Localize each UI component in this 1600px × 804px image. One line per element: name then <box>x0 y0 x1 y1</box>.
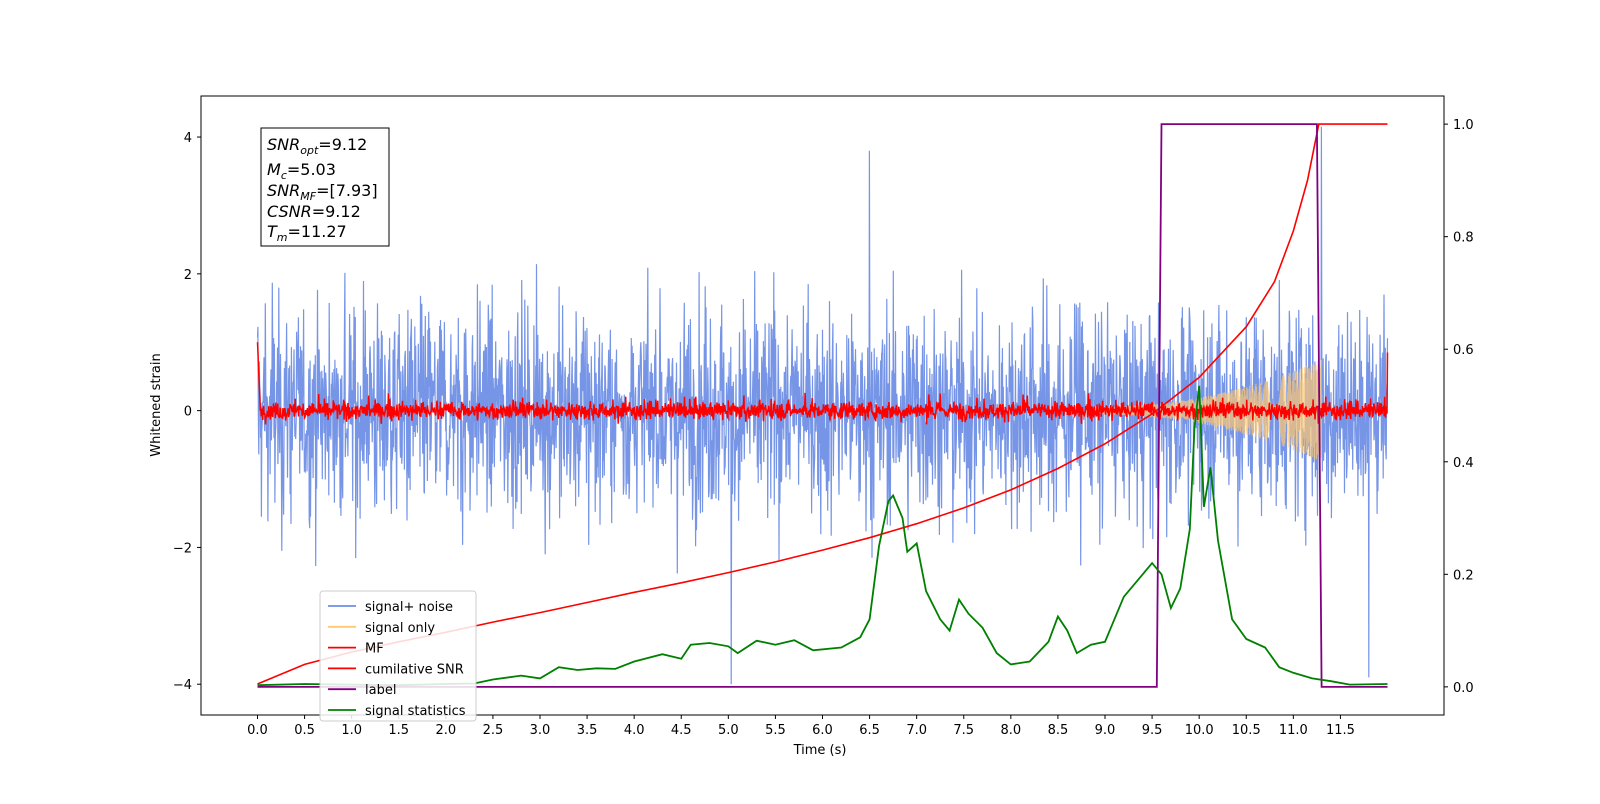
legend-label: signal+ noise <box>365 600 453 615</box>
x-tick-label: 0.5 <box>294 723 315 738</box>
y-right-tick-label: 0.8 <box>1453 231 1474 246</box>
x-tick-label: 3.0 <box>530 723 551 738</box>
x-tick-label: 4.0 <box>624 723 645 738</box>
legend-entry: cumilative SNR <box>328 662 464 677</box>
info-snr-opt: SNRopt=9.12 <box>267 135 367 157</box>
x-tick-label: 1.0 <box>341 723 362 738</box>
x-axis: 0.0 0.5 1.0 1.5 2.0 2.5 3.0 3.5 4.0 4.5 5.0 5.5 6.0 6… <box>247 715 1355 738</box>
x-tick-label: 7.5 <box>953 723 974 738</box>
y-axis-label: Whitened strain <box>149 353 164 456</box>
legend-label: label <box>365 683 396 698</box>
x-tick-label: 6.5 <box>859 723 880 738</box>
legend-entry: MF <box>328 642 384 657</box>
y-left-tick-label: 2 <box>184 268 192 283</box>
y-right-tick-label: 0.2 <box>1453 568 1474 583</box>
legend-frame <box>319 590 477 722</box>
info-tm: Tm=11.27 <box>267 222 347 244</box>
x-tick-label: 11.0 <box>1279 723 1308 738</box>
x-tick-label: 11.5 <box>1326 723 1355 738</box>
y-left-tick-label: −4 <box>173 678 192 693</box>
x-tick-label: 1.5 <box>388 723 409 738</box>
x-tick-label: 7.0 <box>906 723 927 738</box>
info-csnr: CSNR=9.12 <box>267 202 361 221</box>
info-snr-mf: SNRMF=[7.93] <box>267 181 378 203</box>
y-axis-left: 4 2 0 −2 −4 <box>173 131 201 693</box>
y-left-tick-label: −2 <box>173 541 192 556</box>
legend-entry: label <box>328 683 396 698</box>
x-axis-label: Time (s) <box>793 743 847 758</box>
series-mf <box>256 342 1389 425</box>
x-tick-label: 10.5 <box>1232 723 1261 738</box>
y-right-tick-label: 1.0 <box>1453 118 1474 133</box>
x-tick-label: 6.0 <box>812 723 833 738</box>
series-signal-statistics <box>257 385 1388 687</box>
x-tick-label: 5.0 <box>718 723 739 738</box>
x-tick-label: 0.0 <box>247 723 268 738</box>
x-tick-label: 5.5 <box>765 723 786 738</box>
info-box: SNRopt=9.12 Mc=5.03 SNRMF=[7.93] CSNR=9.… <box>260 127 390 247</box>
x-tick-label: 3.5 <box>577 723 598 738</box>
y-right-tick-label: 0.0 <box>1453 681 1474 696</box>
legend-entry: signal only <box>328 621 435 636</box>
legend-label: cumilative SNR <box>365 662 464 677</box>
legend-entry: signal statistics <box>328 704 466 719</box>
legend-label: signal only <box>365 621 435 636</box>
x-tick-label: 9.0 <box>1095 723 1116 738</box>
x-tick-label: 2.5 <box>483 723 504 738</box>
y-right-tick-label: 0.4 <box>1453 456 1474 471</box>
y-right-tick-label: 0.6 <box>1453 343 1474 358</box>
series-label <box>257 123 1388 688</box>
y-axis-right: 1.0 0.8 0.6 0.4 0.2 0.0 <box>1444 118 1474 696</box>
x-tick-label: 9.5 <box>1142 723 1163 738</box>
x-tick-label: 2.0 <box>435 723 456 738</box>
info-mc: Mc=5.03 <box>267 160 336 182</box>
legend-label: signal statistics <box>365 704 466 719</box>
y-left-tick-label: 4 <box>184 131 192 146</box>
legend: signal+ noise signal only MF cumilative SNR… <box>319 590 477 722</box>
x-tick-label: 10.0 <box>1185 723 1214 738</box>
legend-label: MF <box>365 642 384 657</box>
x-tick-label: 8.0 <box>1000 723 1021 738</box>
x-tick-label: 8.5 <box>1048 723 1069 738</box>
y-left-tick-label: 0 <box>184 405 192 420</box>
x-tick-label: 4.5 <box>671 723 692 738</box>
legend-entry: signal+ noise <box>328 600 453 615</box>
